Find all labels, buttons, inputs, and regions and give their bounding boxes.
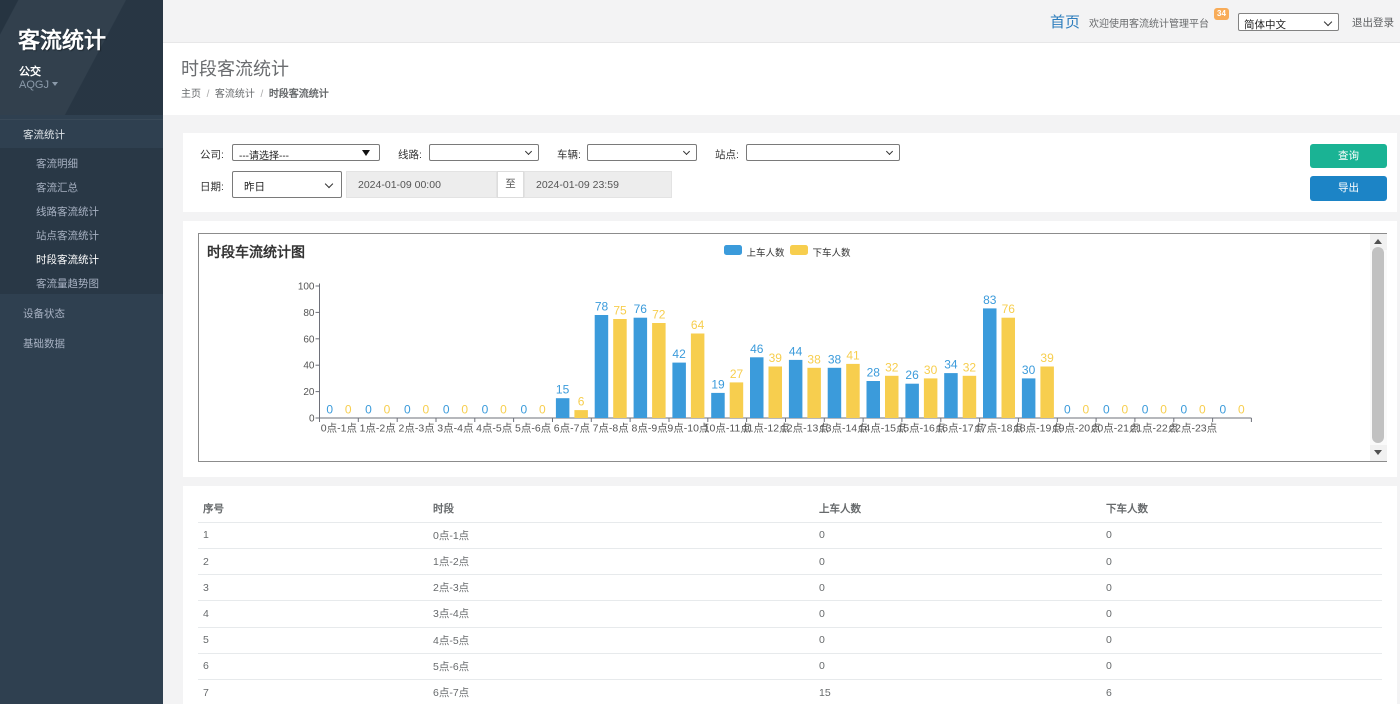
svg-text:0点-1点: 0点-1点 bbox=[321, 422, 357, 434]
svg-text:39: 39 bbox=[1040, 351, 1054, 365]
svg-text:0: 0 bbox=[443, 402, 450, 416]
svg-text:83: 83 bbox=[983, 292, 997, 306]
svg-text:10点-11点: 10点-11点 bbox=[704, 422, 751, 434]
svg-text:38: 38 bbox=[807, 352, 821, 366]
svg-text:44: 44 bbox=[789, 344, 803, 358]
svg-text:0: 0 bbox=[500, 402, 507, 416]
svg-text:42: 42 bbox=[672, 347, 686, 361]
svg-text:15: 15 bbox=[556, 382, 570, 396]
svg-text:20: 20 bbox=[303, 387, 315, 398]
svg-text:60: 60 bbox=[303, 334, 315, 345]
svg-text:5点-6点: 5点-6点 bbox=[515, 422, 551, 434]
svg-text:9点-10点: 9点-10点 bbox=[667, 422, 709, 434]
svg-text:11点-12点: 11点-12点 bbox=[742, 422, 789, 434]
svg-text:16点-17点: 16点-17点 bbox=[936, 422, 984, 434]
svg-text:46: 46 bbox=[750, 341, 764, 355]
svg-text:0: 0 bbox=[482, 402, 489, 416]
svg-text:100: 100 bbox=[298, 281, 315, 292]
svg-text:7点-8点: 7点-8点 bbox=[593, 422, 629, 434]
svg-text:32: 32 bbox=[963, 360, 977, 374]
svg-text:6点-7点: 6点-7点 bbox=[554, 422, 590, 434]
svg-text:76: 76 bbox=[634, 302, 648, 316]
svg-text:26: 26 bbox=[905, 368, 919, 382]
svg-text:17点-18点: 17点-18点 bbox=[975, 422, 1023, 434]
svg-text:34: 34 bbox=[944, 357, 958, 371]
svg-text:0: 0 bbox=[539, 402, 546, 416]
svg-text:78: 78 bbox=[595, 299, 609, 313]
svg-text:0: 0 bbox=[1181, 402, 1188, 416]
svg-text:76: 76 bbox=[1002, 302, 1016, 316]
svg-text:4点-5点: 4点-5点 bbox=[476, 422, 512, 434]
svg-text:0: 0 bbox=[345, 402, 352, 416]
svg-text:0: 0 bbox=[1083, 402, 1090, 416]
svg-text:19点-20点: 19点-20点 bbox=[1053, 422, 1101, 434]
svg-text:14点-15点: 14点-15点 bbox=[859, 422, 907, 434]
svg-text:0: 0 bbox=[309, 413, 315, 424]
svg-text:1点-2点: 1点-2点 bbox=[360, 422, 396, 434]
svg-text:75: 75 bbox=[613, 303, 627, 317]
svg-text:0: 0 bbox=[1103, 402, 1110, 416]
svg-text:21点-22点: 21点-22点 bbox=[1130, 422, 1178, 434]
svg-text:0: 0 bbox=[1219, 402, 1226, 416]
svg-text:72: 72 bbox=[652, 307, 666, 321]
svg-text:0: 0 bbox=[365, 402, 372, 416]
svg-text:0: 0 bbox=[1064, 402, 1071, 416]
svg-text:32: 32 bbox=[885, 360, 899, 374]
svg-text:0: 0 bbox=[1238, 402, 1245, 416]
svg-text:38: 38 bbox=[828, 352, 842, 366]
svg-text:2点-3点: 2点-3点 bbox=[399, 422, 435, 434]
svg-text:0: 0 bbox=[461, 402, 468, 416]
svg-text:80: 80 bbox=[303, 307, 315, 318]
svg-text:41: 41 bbox=[846, 348, 860, 362]
svg-text:40: 40 bbox=[303, 360, 315, 371]
svg-text:12点-13点: 12点-13点 bbox=[781, 422, 829, 434]
svg-text:27: 27 bbox=[730, 366, 744, 380]
svg-text:3点-4点: 3点-4点 bbox=[437, 422, 473, 434]
svg-text:22点-23点: 22点-23点 bbox=[1169, 422, 1217, 434]
svg-text:8点-9点: 8点-9点 bbox=[632, 422, 668, 434]
svg-text:0: 0 bbox=[326, 402, 333, 416]
svg-text:0: 0 bbox=[1121, 402, 1128, 416]
svg-text:30: 30 bbox=[1022, 362, 1036, 376]
svg-text:0: 0 bbox=[404, 402, 411, 416]
svg-text:39: 39 bbox=[769, 351, 783, 365]
svg-text:0: 0 bbox=[1199, 402, 1206, 416]
svg-text:15点-16点: 15点-16点 bbox=[897, 422, 945, 434]
svg-text:64: 64 bbox=[691, 318, 705, 332]
svg-text:0: 0 bbox=[422, 402, 429, 416]
svg-text:20点-21点: 20点-21点 bbox=[1092, 422, 1140, 434]
svg-text:0: 0 bbox=[520, 402, 527, 416]
svg-text:0: 0 bbox=[384, 402, 391, 416]
svg-text:18点-19点: 18点-19点 bbox=[1014, 422, 1062, 434]
svg-text:28: 28 bbox=[867, 365, 881, 379]
svg-text:30: 30 bbox=[924, 362, 938, 376]
svg-text:0: 0 bbox=[1160, 402, 1167, 416]
svg-text:19: 19 bbox=[711, 377, 725, 391]
svg-text:13点-14点: 13点-14点 bbox=[820, 422, 868, 434]
svg-text:6: 6 bbox=[578, 394, 585, 408]
svg-text:0: 0 bbox=[1142, 402, 1149, 416]
